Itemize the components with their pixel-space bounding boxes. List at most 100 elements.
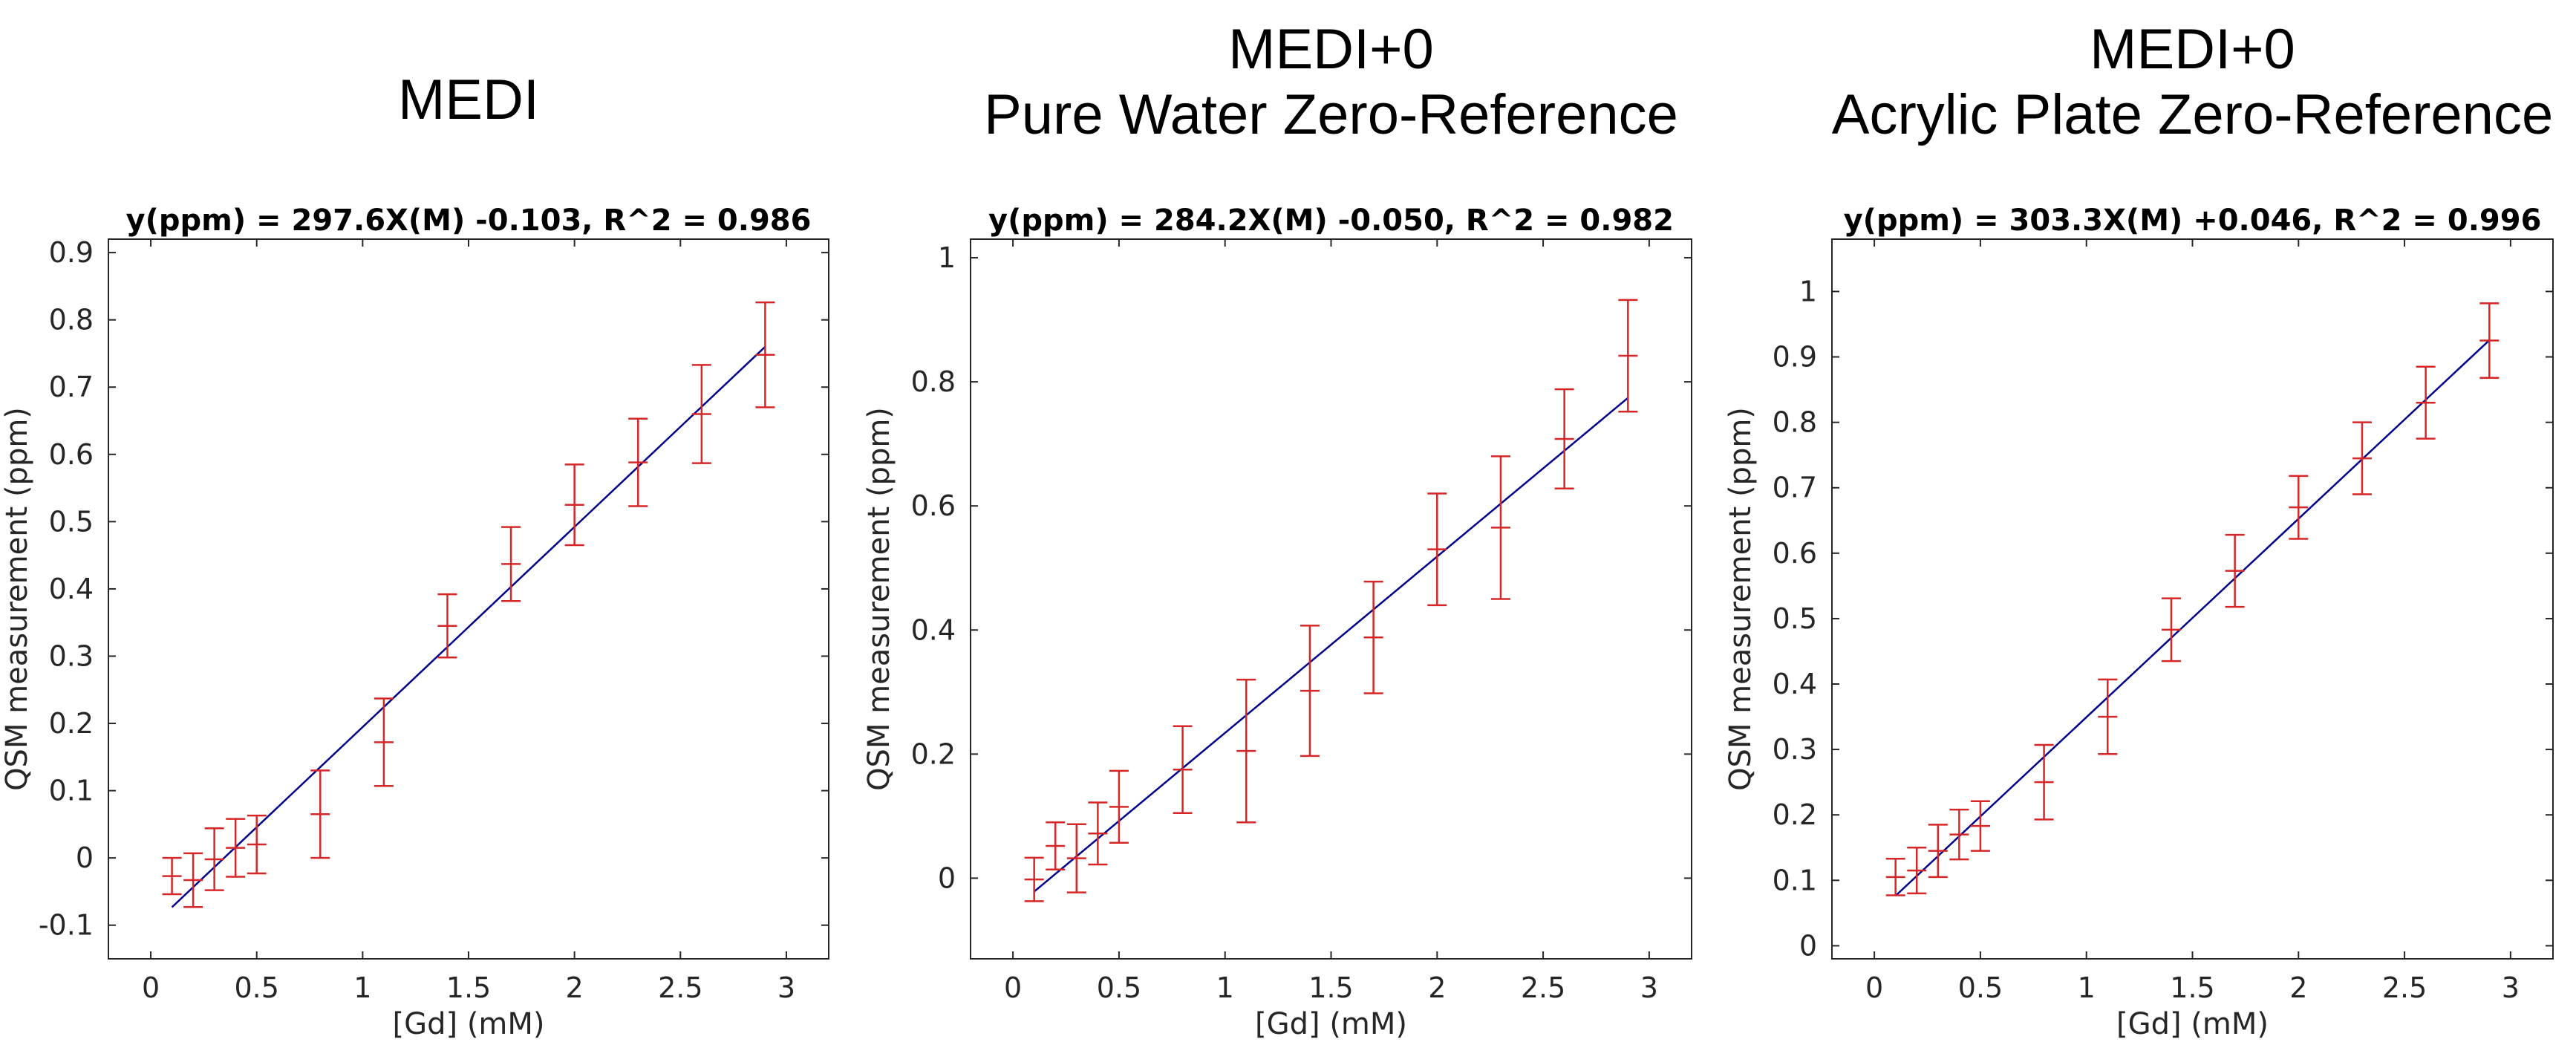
error-bar <box>1427 492 1447 607</box>
error-bar <box>1490 455 1510 600</box>
error-bar <box>1949 808 1969 861</box>
plot-area-frame <box>108 238 829 960</box>
x-tick-label: 3 <box>2502 971 2520 1004</box>
x-tick-label: 0.5 <box>234 971 278 1004</box>
error-bar <box>564 463 584 547</box>
x-tick-label: 1.5 <box>446 971 491 1004</box>
chart-title: y(ppm) = 297.6X(M) -0.103, R^2 = 0.986 <box>126 203 812 238</box>
error-bar <box>204 827 224 891</box>
fit-line <box>1033 397 1629 893</box>
x-tick-label: 1.5 <box>1308 971 1353 1004</box>
error-bar <box>1173 725 1193 814</box>
x-tick-label: 1 <box>1216 971 1234 1004</box>
error-bar <box>2352 421 2372 495</box>
chart-panel-1: MEDI y(ppm) = 297.6X(M) -0.103, R^2 = 0.9… <box>0 68 829 1041</box>
error-bar <box>2416 365 2436 440</box>
y-tick-label: 0.6 <box>911 489 956 522</box>
chart-title: y(ppm) = 284.2X(M) -0.050, R^2 = 0.982 <box>988 203 1674 238</box>
x-tick-label: 2.5 <box>2382 971 2427 1004</box>
chart-heading-line-1: MEDI <box>398 68 539 131</box>
chart-heading-line-2: Acrylic Plate Zero-Reference <box>1832 83 2553 146</box>
chart-heading-line-1: MEDI+0 <box>2090 18 2295 81</box>
error-bar <box>2098 678 2118 755</box>
y-tick-label: 0.2 <box>911 737 956 770</box>
y-tick-label: 0.6 <box>49 438 94 471</box>
x-axis-label: [Gd] (mM) <box>393 1007 545 1041</box>
error-bar <box>247 814 267 875</box>
y-tick-label: 0 <box>1799 929 1817 962</box>
y-tick-label: 0.7 <box>1773 472 1817 504</box>
y-tick-label: 1 <box>1799 275 1817 307</box>
error-bar <box>501 526 521 602</box>
error-bar <box>628 417 648 507</box>
error-bar <box>1024 856 1044 902</box>
x-tick-label: 3 <box>777 971 795 1004</box>
chart-title: y(ppm) = 303.3X(M) +0.046, R^2 = 0.996 <box>1844 203 2542 238</box>
error-bar <box>2225 533 2245 608</box>
error-bar <box>374 697 394 787</box>
x-tick-label: 2 <box>1428 971 1446 1004</box>
x-tick-label: 1 <box>2078 971 2096 1004</box>
error-bar <box>1066 823 1086 893</box>
error-bar <box>1885 857 1905 896</box>
error-bar <box>1618 299 1638 413</box>
x-axis-label: [Gd] (mM) <box>1255 1007 1407 1041</box>
chart-heading-line-2: Pure Water Zero-Reference <box>984 83 1678 146</box>
y-tick-label: 0.1 <box>1773 864 1817 896</box>
y-tick-label: 0 <box>76 841 94 874</box>
error-bar <box>437 593 457 659</box>
y-axis-label: QSM measurement (ppm) <box>1724 407 1758 791</box>
y-tick-label: 0.4 <box>1773 668 1817 700</box>
x-tick-label: 0 <box>1004 971 1022 1004</box>
x-tick-label: 0.5 <box>1958 971 2003 1004</box>
y-axis-label: QSM measurement (ppm) <box>0 407 34 791</box>
error-bar <box>2034 743 2054 821</box>
error-bar <box>1046 821 1066 870</box>
y-tick-label: 0.8 <box>911 365 956 398</box>
y-tick-label: 0.2 <box>49 707 94 740</box>
x-axis-label: [Gd] (mM) <box>2116 1007 2269 1041</box>
y-tick-label: 0.8 <box>1773 406 1817 439</box>
y-tick-label: 0.8 <box>49 304 94 336</box>
x-tick-label: 2.5 <box>1521 971 1565 1004</box>
y-tick-label: 0.3 <box>1773 733 1817 766</box>
x-tick-label: 0 <box>1865 971 1883 1004</box>
error-bar <box>1236 678 1256 824</box>
y-tick-label: 0.5 <box>1773 602 1817 635</box>
error-bar <box>1907 846 1927 895</box>
y-tick-label: 0.7 <box>49 371 94 403</box>
y-tick-label: 0 <box>938 862 956 894</box>
fit-line <box>171 345 766 908</box>
y-tick-label: 0.1 <box>49 775 94 807</box>
x-tick-label: 0.5 <box>1097 971 1141 1004</box>
x-tick-label: 1.5 <box>2170 971 2214 1004</box>
y-tick-label: 0.4 <box>911 613 956 646</box>
y-tick-label: 0.5 <box>49 505 94 538</box>
y-tick-label: 0.3 <box>49 639 94 672</box>
error-bar <box>2479 302 2500 380</box>
x-tick-label: 3 <box>1640 971 1658 1004</box>
y-tick-label: 0.2 <box>1773 798 1817 831</box>
x-tick-label: 2 <box>2289 971 2307 1004</box>
error-bar <box>1554 388 1574 490</box>
error-bar <box>310 769 330 859</box>
y-tick-label: 0.9 <box>1773 341 1817 374</box>
x-tick-label: 2.5 <box>658 971 702 1004</box>
error-bar <box>2289 475 2309 540</box>
y-tick-label: 1 <box>938 241 956 274</box>
x-tick-label: 1 <box>353 971 371 1004</box>
error-bar <box>2161 597 2181 662</box>
y-tick-label: 0.9 <box>49 236 94 269</box>
error-bar <box>162 856 182 896</box>
chart-heading-line-1: MEDI+0 <box>1228 18 1434 81</box>
y-tick-label: 0.6 <box>1773 537 1817 570</box>
error-bar <box>1088 801 1108 866</box>
plot-area-frame <box>970 238 1692 960</box>
y-axis-label: QSM measurement (ppm) <box>862 407 896 791</box>
error-bar <box>1363 580 1383 694</box>
error-bar <box>755 301 775 408</box>
y-tick-label: 0.4 <box>49 573 94 605</box>
error-bar <box>1970 800 1990 852</box>
error-bar <box>183 852 203 908</box>
